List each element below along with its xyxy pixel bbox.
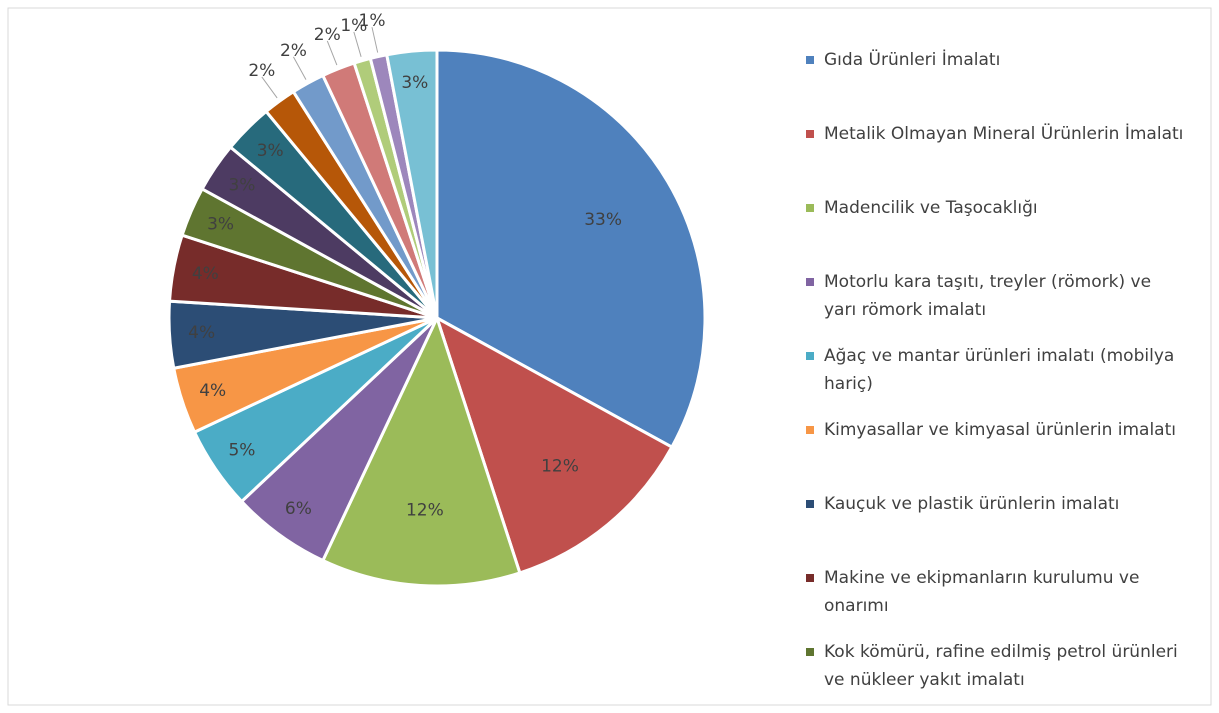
legend-swatch: [806, 278, 814, 286]
data-label: 5%: [228, 441, 255, 461]
legend-entry: Kimyasallar ve kimyasal ürünlerin imalat…: [806, 416, 1186, 444]
legend-label: Ağaç ve mantar ürünleri imalatı (mobilya…: [824, 346, 1175, 394]
data-label: 2%: [248, 61, 275, 81]
legend-label: Kok kömürü, rafine edilmiş petrol ürünle…: [824, 642, 1178, 690]
legend-swatch: [806, 574, 814, 582]
legend-swatch: [806, 56, 814, 64]
legend-swatch: [806, 500, 814, 508]
leader-line: [326, 40, 338, 66]
leader-line: [261, 76, 278, 99]
data-label: 2%: [314, 25, 341, 45]
legend-label: Gıda Ürünleri İmalatı: [824, 50, 1001, 70]
legend-label: Motorlu kara taşıtı, treyler (römork) ve…: [824, 272, 1152, 320]
data-label: 3%: [401, 73, 428, 93]
legend-label: Metalik Olmayan Mineral Ürünlerin İmalat…: [824, 124, 1184, 144]
legend-label: Kauçuk ve plastik ürünlerin imalatı: [824, 494, 1120, 514]
legend-label: Makine ve ekipmanların kurulumu ve onarı…: [824, 568, 1140, 616]
legend-entry: Kok kömürü, rafine edilmiş petrol ürünle…: [806, 638, 1186, 694]
legend-entry: Kauçuk ve plastik ürünlerin imalatı: [806, 490, 1186, 518]
data-label: 2%: [280, 41, 307, 61]
data-label: 3%: [257, 141, 284, 161]
legend-swatch: [806, 648, 814, 656]
leader-line: [371, 27, 379, 53]
data-label: 12%: [541, 457, 579, 477]
pie-slice: [320, 313, 522, 588]
data-label: 1%: [340, 16, 367, 36]
legend-entry: Makine ve ekipmanların kurulumu ve onarı…: [806, 564, 1186, 620]
data-label: 6%: [285, 499, 312, 519]
data-label: 4%: [188, 323, 215, 343]
legend-entry: Motorlu kara taşıtı, treyler (römork) ve…: [806, 268, 1186, 324]
legend-swatch: [806, 426, 814, 434]
data-label: 33%: [584, 210, 622, 230]
legend-entry: Metalik Olmayan Mineral Ürünlerin İmalat…: [806, 120, 1186, 148]
data-label: 3%: [207, 214, 234, 234]
legend-swatch: [806, 352, 814, 360]
pie-slice: [434, 314, 674, 575]
data-label: 12%: [406, 501, 444, 521]
legend-entry: Madencilik ve Taşocaklığı: [806, 194, 1186, 222]
legend-entry: Gıda Ürünleri İmalatı: [806, 46, 1186, 74]
legend-label: Kimyasallar ve kimyasal ürünlerin imalat…: [824, 420, 1176, 440]
data-label: 3%: [228, 175, 255, 195]
legend-entry: Ağaç ve mantar ürünleri imalatı (mobilya…: [806, 342, 1186, 398]
pie-slice: [385, 48, 439, 319]
data-label: 4%: [199, 381, 226, 401]
legend-swatch: [806, 130, 814, 138]
legend-label: Madencilik ve Taşocaklığı: [824, 198, 1038, 218]
data-label: 4%: [192, 264, 219, 284]
pie-slice: [435, 48, 707, 450]
leader-line: [353, 31, 362, 57]
data-label: 1%: [359, 11, 386, 31]
leader-line: [292, 56, 307, 80]
legend-swatch: [806, 204, 814, 212]
